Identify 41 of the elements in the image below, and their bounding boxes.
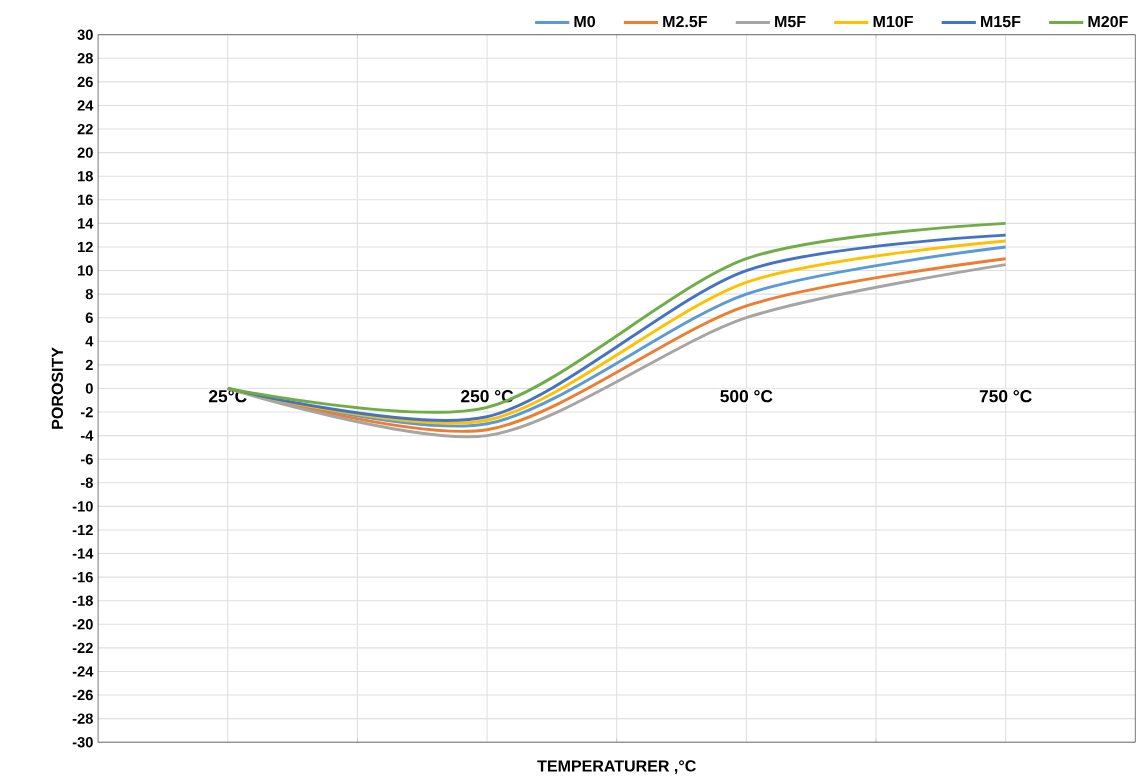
y-tick-label: 26	[77, 76, 93, 87]
y-tick-label: -28	[72, 713, 93, 724]
x-tick-label: 750 °C	[979, 389, 1032, 403]
y-tick-label: 10	[77, 265, 93, 276]
y-tick-label: 0	[85, 383, 93, 394]
y-tick-label: 6	[85, 312, 93, 323]
legend-label: M2.5F	[663, 15, 707, 28]
y-tick-label: 2	[85, 359, 93, 370]
y-tick-label: -14	[72, 548, 94, 559]
legend-label: M20F	[1088, 15, 1128, 28]
y-tick-label: -30	[72, 736, 93, 748]
y-tick-label: -8	[80, 477, 93, 488]
y-axis-title: POROSITY	[51, 347, 64, 429]
x-axis-title: TEMPERATURER ,°C	[537, 760, 696, 774]
y-tick-label: 14	[77, 218, 94, 229]
y-tick-label: 4	[85, 336, 94, 347]
y-tick-label: -2	[80, 406, 93, 418]
y-tick-label: -18	[72, 595, 93, 606]
legend-label: M10F	[873, 15, 913, 28]
legend-label: M0	[574, 15, 596, 28]
y-tick-label: -24	[72, 666, 94, 677]
y-tick-label: -4	[80, 430, 94, 441]
legend-label: M15F	[981, 15, 1021, 28]
y-tick-label: -26	[72, 689, 93, 701]
y-tick-label: 16	[77, 194, 93, 205]
y-tick-label: -20	[72, 618, 93, 630]
y-tick-label: -12	[72, 524, 93, 535]
y-tick-label: -10	[72, 501, 93, 512]
y-tick-label: 20	[77, 147, 93, 158]
y-tick-label: 28	[77, 52, 93, 64]
y-tick-label: -16	[72, 571, 93, 583]
y-tick-label: 18	[77, 170, 93, 182]
y-tick-label: -6	[80, 453, 93, 465]
y-tick-label: -22	[72, 642, 93, 653]
x-tick-label: 500 °C	[720, 389, 773, 403]
y-tick-label: 8	[85, 288, 93, 300]
y-tick-label: 22	[77, 123, 93, 135]
y-tick-label: 24	[77, 100, 94, 111]
y-tick-label: 30	[77, 29, 93, 40]
legend-label: M5F	[775, 15, 806, 28]
y-tick-label: 12	[77, 241, 93, 252]
